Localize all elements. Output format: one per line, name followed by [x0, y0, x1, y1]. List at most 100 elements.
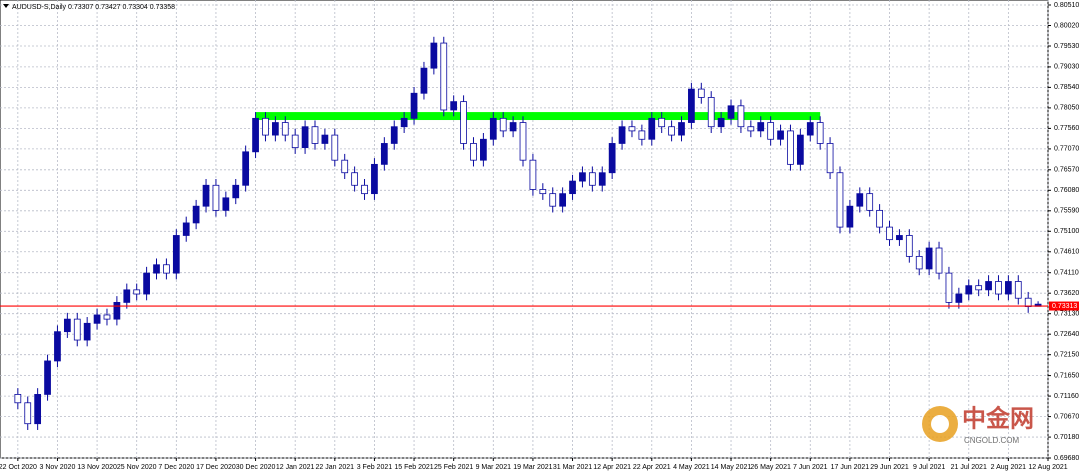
candle-body: [846, 205, 854, 228]
y-tick-label: 0.76570: [1054, 167, 1079, 174]
x-tick-label: 14 May 2021: [711, 464, 752, 471]
candle-body: [44, 360, 51, 395]
x-tick-label: 15 Feb 2021: [394, 464, 433, 471]
candle-body: [222, 197, 230, 211]
candle-body: [559, 193, 567, 207]
candle-body: [995, 281, 1002, 295]
watermark: 中金网 CNGOLD.COM: [922, 404, 1034, 445]
y-tick-label: 0.71650: [1054, 372, 1079, 379]
candle-body: [172, 235, 180, 274]
candle-body: [876, 209, 883, 228]
x-tick-label: 29 Jun 2021: [870, 464, 909, 471]
candle-body: [915, 255, 923, 270]
candle-body: [638, 130, 646, 140]
candle-body: [727, 105, 735, 119]
candle-body: [579, 172, 586, 182]
candle-body: [440, 42, 448, 111]
candle-body: [103, 314, 111, 320]
candle-body: [588, 172, 596, 186]
candle-body: [925, 247, 933, 270]
candle-body: [697, 88, 705, 98]
candle-body: [717, 117, 725, 128]
x-tick-label: 25 Nov 2020: [117, 464, 157, 471]
watermark-text: 中金网: [962, 404, 1034, 432]
candle-body: [529, 159, 537, 190]
candle-body: [796, 134, 804, 165]
candle-body: [153, 264, 160, 274]
y-tick-label: 0.77560: [1054, 125, 1079, 132]
x-tick-label: 22 Oct 2020: [0, 464, 37, 471]
candle-body: [935, 247, 943, 274]
candle-body: [192, 205, 200, 224]
candle-body: [460, 101, 467, 144]
candle-body: [569, 180, 576, 195]
x-tick-label: 19 Mar 2021: [513, 464, 552, 471]
x-tick-label: 7 Jun 2021: [793, 464, 828, 471]
candle-body: [331, 134, 339, 161]
x-tick-label: 31 Mar 2021: [553, 464, 592, 471]
candle-body: [420, 67, 428, 94]
candle-body: [539, 189, 547, 195]
candle-body: [648, 117, 656, 140]
candle-body: [1014, 281, 1022, 299]
y-tick-label: 0.75590: [1054, 208, 1079, 215]
candle-body: [945, 272, 953, 303]
candle-body: [668, 126, 675, 136]
candle-body: [1005, 281, 1012, 295]
candle-body: [549, 193, 557, 207]
candle-body: [252, 117, 259, 153]
zone: [255, 112, 821, 121]
candle-body: [688, 88, 695, 123]
candle-body: [707, 97, 715, 128]
y-tick-label: 0.72150: [1054, 352, 1079, 359]
candle-body: [628, 126, 636, 132]
candle-body: [985, 281, 992, 291]
candle-body: [777, 130, 784, 140]
candle-body: [93, 314, 101, 324]
candle-body: [301, 126, 309, 149]
x-tick-label: 12 Aug 2021: [1028, 464, 1067, 471]
candle-body: [113, 301, 121, 320]
candle-body: [975, 285, 983, 291]
candle-body: [787, 130, 794, 165]
candle-body: [430, 42, 438, 69]
candle-body: [341, 159, 349, 174]
candle-body: [965, 285, 973, 295]
candle-body: [866, 193, 874, 211]
y-tick-label: 0.74610: [1054, 249, 1079, 256]
y-tick-label: 0.71160: [1054, 393, 1079, 400]
title-arrow: [3, 4, 9, 8]
candle-body: [509, 122, 517, 132]
candle-body: [182, 222, 190, 236]
candle-body: [291, 134, 299, 149]
x-tick-label: 7 Dec 2020: [158, 464, 194, 471]
candle-body: [658, 117, 666, 128]
y-tick-label: 0.79530: [1054, 43, 1079, 50]
candle-body: [608, 143, 616, 174]
watermark-icon-inner: [931, 415, 949, 433]
x-tick-label: 2 Aug 2021: [991, 464, 1027, 471]
candle-body: [410, 92, 418, 119]
candle-body: [281, 122, 289, 136]
candle-body: [232, 184, 240, 199]
y-tick-label: 0.70180: [1054, 434, 1079, 441]
candle-body: [123, 289, 131, 303]
candle-body: [678, 122, 685, 136]
y-tick-label: 0.70670: [1054, 413, 1079, 420]
candle-body: [380, 143, 388, 165]
y-tick-label: 0.73130: [1054, 311, 1079, 318]
x-tick-label: 30 Dec 2020: [236, 464, 276, 471]
x-tick-label: 22 Jan 2021: [316, 464, 355, 471]
y-tick-label: 0.69680: [1054, 455, 1079, 462]
candle-body: [737, 105, 745, 128]
candle-body: [24, 402, 32, 425]
price-tag: [1049, 301, 1079, 311]
plot-frame: [0, 0, 1049, 459]
x-tick-label: 3 Feb 2021: [357, 464, 393, 471]
x-tick-label: 26 May 2021: [750, 464, 791, 471]
candle-body: [905, 235, 913, 257]
candle-body: [311, 126, 319, 144]
x-tick-label: 4 May 2021: [673, 464, 710, 471]
candle-body: [816, 122, 824, 144]
candle-body: [390, 126, 398, 144]
